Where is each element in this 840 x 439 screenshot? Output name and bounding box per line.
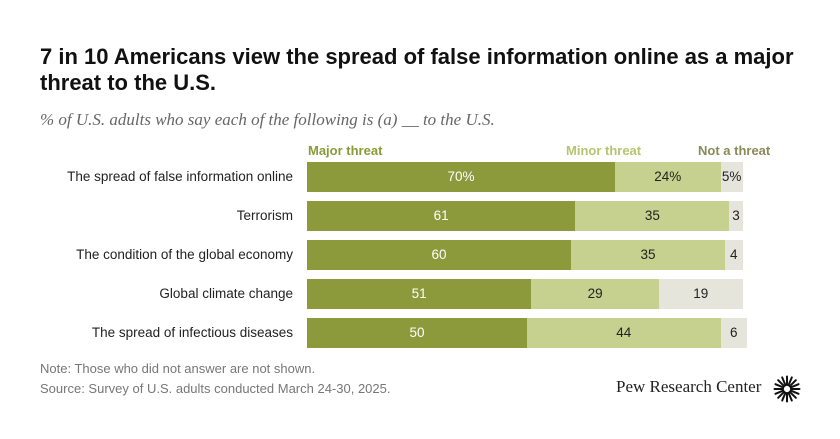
chart-subtitle: % of U.S. adults who say each of the fol…	[40, 110, 495, 129]
bar-segment-minor-threat: 35	[575, 201, 730, 231]
bar-row: The spread of false information online 70…	[0, 162, 840, 192]
bar-segment-minor-threat: 35	[571, 240, 725, 270]
chart-source: Source: Survey of U.S. adults conducted …	[40, 381, 391, 396]
bar-segment-major-threat: 51	[307, 279, 532, 309]
category-label: Global climate change	[159, 286, 293, 301]
sunburst-ray	[781, 391, 787, 402]
bar-segment-major-threat: 60	[307, 240, 571, 270]
category-label: The spread of infectious diseases	[91, 325, 293, 340]
chart-note: Note: Those who did not answer are not s…	[40, 361, 316, 376]
sunburst-ray	[777, 379, 786, 388]
sunburst-ray	[781, 376, 787, 387]
sunburst-ray	[777, 390, 786, 399]
bar-segment-not-a-threat: 5%	[720, 162, 743, 192]
legend-not-a-threat: Not a threat	[698, 143, 771, 158]
stacked-bar: 50 44 6	[307, 318, 807, 348]
bar-segment-major-threat: 50	[307, 318, 527, 348]
sunburst-ray	[774, 389, 785, 395]
sunburst-ray	[787, 376, 793, 387]
bar-segment-not-a-threat: 4	[725, 240, 743, 270]
sunburst-ray	[788, 379, 797, 388]
category-label: The spread of false information online	[67, 169, 293, 184]
legend-minor-threat: Minor threat	[566, 143, 642, 158]
stacked-bar: 60 35 4	[307, 240, 807, 270]
bar-segment-minor-threat: 24%	[615, 162, 721, 192]
legend-major-threat: Major threat	[308, 143, 383, 158]
sunburst-ray	[788, 390, 797, 399]
bar-row: Global climate change 51 29 19	[0, 279, 840, 309]
bar-row: The condition of the global economy 60 35 4	[0, 240, 840, 270]
bar-segment-major-threat: 61	[307, 201, 576, 231]
sunburst-ray	[787, 391, 793, 402]
bar-segment-minor-threat: 44	[527, 318, 721, 348]
category-label: Terrorism	[236, 208, 293, 223]
stacked-bar: 51 29 19	[307, 279, 807, 309]
sunburst-ray	[789, 383, 800, 389]
sunburst-ray	[789, 389, 800, 395]
bar-row: The spread of infectious diseases 50 44 6	[0, 318, 840, 348]
bar-segment-not-a-threat: 3	[729, 201, 743, 231]
bar-segment-minor-threat: 29	[531, 279, 659, 309]
brand-name: Pew Research Center	[616, 377, 762, 396]
bar-segment-not-a-threat: 19	[659, 279, 743, 309]
bar-row: Terrorism 61 35 3	[0, 201, 840, 231]
stacked-bar: 70% 24% 5%	[307, 162, 807, 192]
stacked-bar: 61 35 3	[307, 201, 807, 231]
bar-segment-not-a-threat: 6	[720, 318, 747, 348]
chart-title: 7 in 10 Americans view the spread of fal…	[40, 44, 794, 95]
category-label: The condition of the global economy	[76, 247, 293, 262]
pew-sunburst-icon	[773, 375, 801, 403]
bar-segment-major-threat: 70%	[307, 162, 615, 192]
sunburst-ray	[774, 383, 785, 389]
